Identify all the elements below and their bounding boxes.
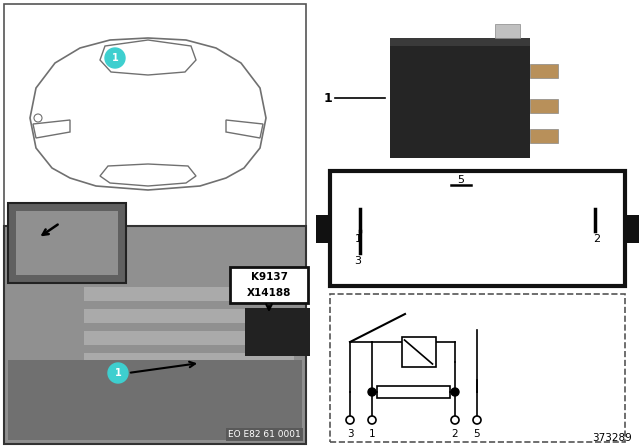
Bar <box>377 386 450 398</box>
Bar <box>230 267 308 303</box>
Bar <box>390 38 530 158</box>
Bar <box>4 226 306 444</box>
Text: 1: 1 <box>355 234 362 244</box>
Text: 5: 5 <box>458 175 465 185</box>
Bar <box>390 38 530 46</box>
Bar <box>84 353 294 367</box>
Text: 3: 3 <box>347 429 353 439</box>
Circle shape <box>368 416 376 424</box>
Bar <box>330 294 625 442</box>
Circle shape <box>473 416 481 424</box>
Text: 1: 1 <box>115 368 122 378</box>
Text: K9137: K9137 <box>250 272 287 282</box>
Bar <box>84 375 294 389</box>
Bar <box>245 308 310 356</box>
Text: EO E82 61 0001: EO E82 61 0001 <box>228 430 301 439</box>
Bar <box>84 309 294 323</box>
Polygon shape <box>30 38 266 190</box>
Bar <box>330 171 625 286</box>
Polygon shape <box>226 120 263 138</box>
Circle shape <box>34 114 42 122</box>
Circle shape <box>451 416 459 424</box>
Bar <box>401 337 435 367</box>
Text: 3: 3 <box>355 256 362 266</box>
Bar <box>84 331 294 345</box>
Circle shape <box>451 388 459 396</box>
Text: 1: 1 <box>323 91 332 104</box>
Text: 2: 2 <box>593 234 600 244</box>
Polygon shape <box>100 40 196 75</box>
Text: 1: 1 <box>111 53 118 63</box>
Circle shape <box>105 48 125 68</box>
Bar <box>4 4 306 226</box>
Bar <box>530 64 558 78</box>
Bar <box>84 287 294 301</box>
Text: 5: 5 <box>474 429 480 439</box>
Text: 1: 1 <box>369 429 375 439</box>
Text: 373289: 373289 <box>592 433 632 443</box>
Circle shape <box>108 363 128 383</box>
Text: 2: 2 <box>452 429 458 439</box>
Bar <box>625 215 639 243</box>
Polygon shape <box>33 120 70 138</box>
Text: X14188: X14188 <box>247 288 291 298</box>
Bar <box>8 203 126 283</box>
Bar <box>8 360 302 440</box>
Circle shape <box>368 388 376 396</box>
Bar <box>530 99 558 113</box>
Circle shape <box>346 416 354 424</box>
Bar <box>316 215 330 243</box>
Bar <box>16 211 118 275</box>
Bar <box>530 129 558 143</box>
Bar <box>495 24 520 38</box>
Polygon shape <box>100 164 196 186</box>
